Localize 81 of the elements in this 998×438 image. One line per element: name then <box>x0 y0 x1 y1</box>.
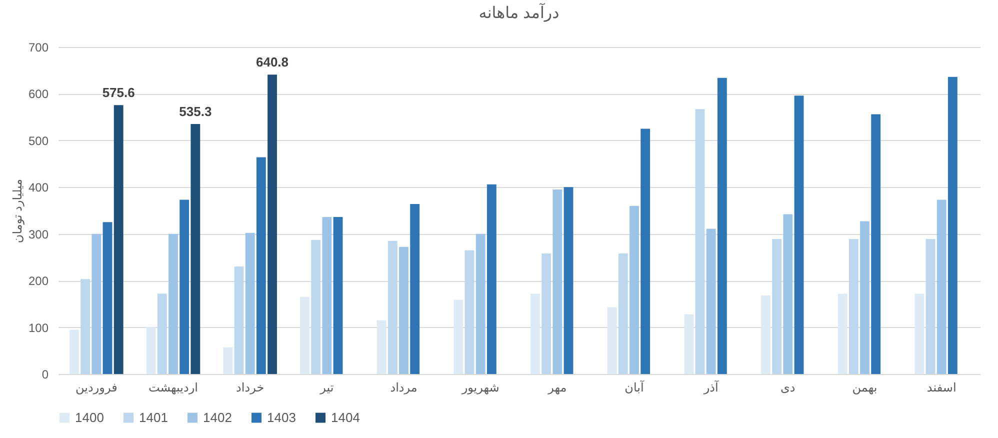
data-label: 535.3 <box>179 104 212 119</box>
bar <box>180 200 190 374</box>
bar <box>268 74 277 374</box>
bar <box>322 217 332 374</box>
x-tick-label: شهریور <box>460 380 500 394</box>
bar <box>388 240 398 374</box>
bar <box>376 320 386 374</box>
bar <box>860 221 870 374</box>
bar <box>476 234 486 374</box>
bar <box>684 314 694 374</box>
x-tick-label: مهر <box>547 380 567 394</box>
bar <box>848 238 858 374</box>
y-tick-label: 700 <box>28 40 49 54</box>
bar <box>838 294 848 374</box>
bar <box>454 300 464 374</box>
y-tick-label: 400 <box>28 180 49 195</box>
bar <box>333 217 343 374</box>
bar <box>948 76 958 374</box>
bar <box>146 327 156 374</box>
bar <box>618 253 628 374</box>
bar <box>114 105 124 374</box>
bar <box>640 128 650 374</box>
y-tick-label: 500 <box>28 134 49 148</box>
legend-label: 1402 <box>203 410 232 425</box>
bar <box>706 228 716 374</box>
bar <box>300 296 310 374</box>
x-tick-label: بهمن <box>852 380 878 394</box>
legend-label: 1400 <box>75 410 104 425</box>
chart-title: درآمد ماهانه <box>478 2 560 22</box>
bar <box>410 204 420 374</box>
x-tick-label: تیر <box>319 380 334 394</box>
bar <box>486 184 496 374</box>
bar <box>871 114 881 374</box>
bar <box>464 250 474 374</box>
bar <box>794 96 804 374</box>
bar <box>256 157 266 374</box>
x-tick-label: فروردین <box>76 380 118 394</box>
bar <box>542 253 552 374</box>
bar <box>783 214 793 374</box>
x-tick-label: اسفند <box>926 380 956 394</box>
bar <box>80 279 90 374</box>
bar <box>190 124 200 374</box>
bar <box>102 222 112 374</box>
bar <box>607 307 617 374</box>
bar <box>552 189 562 374</box>
bar <box>914 294 924 374</box>
bar <box>695 109 705 374</box>
x-tick-label: اردیبهشت <box>148 380 198 394</box>
bar <box>717 78 727 374</box>
bar <box>245 232 255 374</box>
legend-label: 1403 <box>267 410 296 425</box>
y-tick-label: 0 <box>42 368 49 382</box>
bar <box>399 246 408 374</box>
x-tick-label: دی <box>780 380 796 394</box>
y-tick-label: 200 <box>28 274 49 288</box>
legend-label: 1401 <box>139 410 168 425</box>
bar <box>311 240 321 374</box>
y-axis-title: میلیارد تومان <box>10 178 24 244</box>
x-tick-label: خرداد <box>236 380 264 394</box>
bar <box>936 200 946 374</box>
bar <box>168 234 178 374</box>
bar <box>70 330 79 374</box>
data-label: 640.8 <box>256 54 289 70</box>
bar <box>772 238 782 374</box>
x-tick-label: آذر <box>702 380 719 394</box>
y-tick-label: 600 <box>28 87 49 102</box>
bar <box>234 266 244 374</box>
bar <box>92 234 102 374</box>
bar <box>530 294 540 374</box>
bar <box>157 294 167 374</box>
y-tick-label: 300 <box>28 227 49 242</box>
bar <box>630 206 639 374</box>
x-tick-label: آبان <box>624 380 644 394</box>
bar <box>761 296 770 374</box>
x-tick-label: مرداد <box>390 380 418 394</box>
bar <box>223 347 233 374</box>
y-tick-label: 100 <box>28 320 49 335</box>
bar <box>926 238 936 374</box>
legend-label: 1404 <box>331 410 360 425</box>
data-label: 575.6 <box>102 85 135 100</box>
bar <box>564 187 574 374</box>
